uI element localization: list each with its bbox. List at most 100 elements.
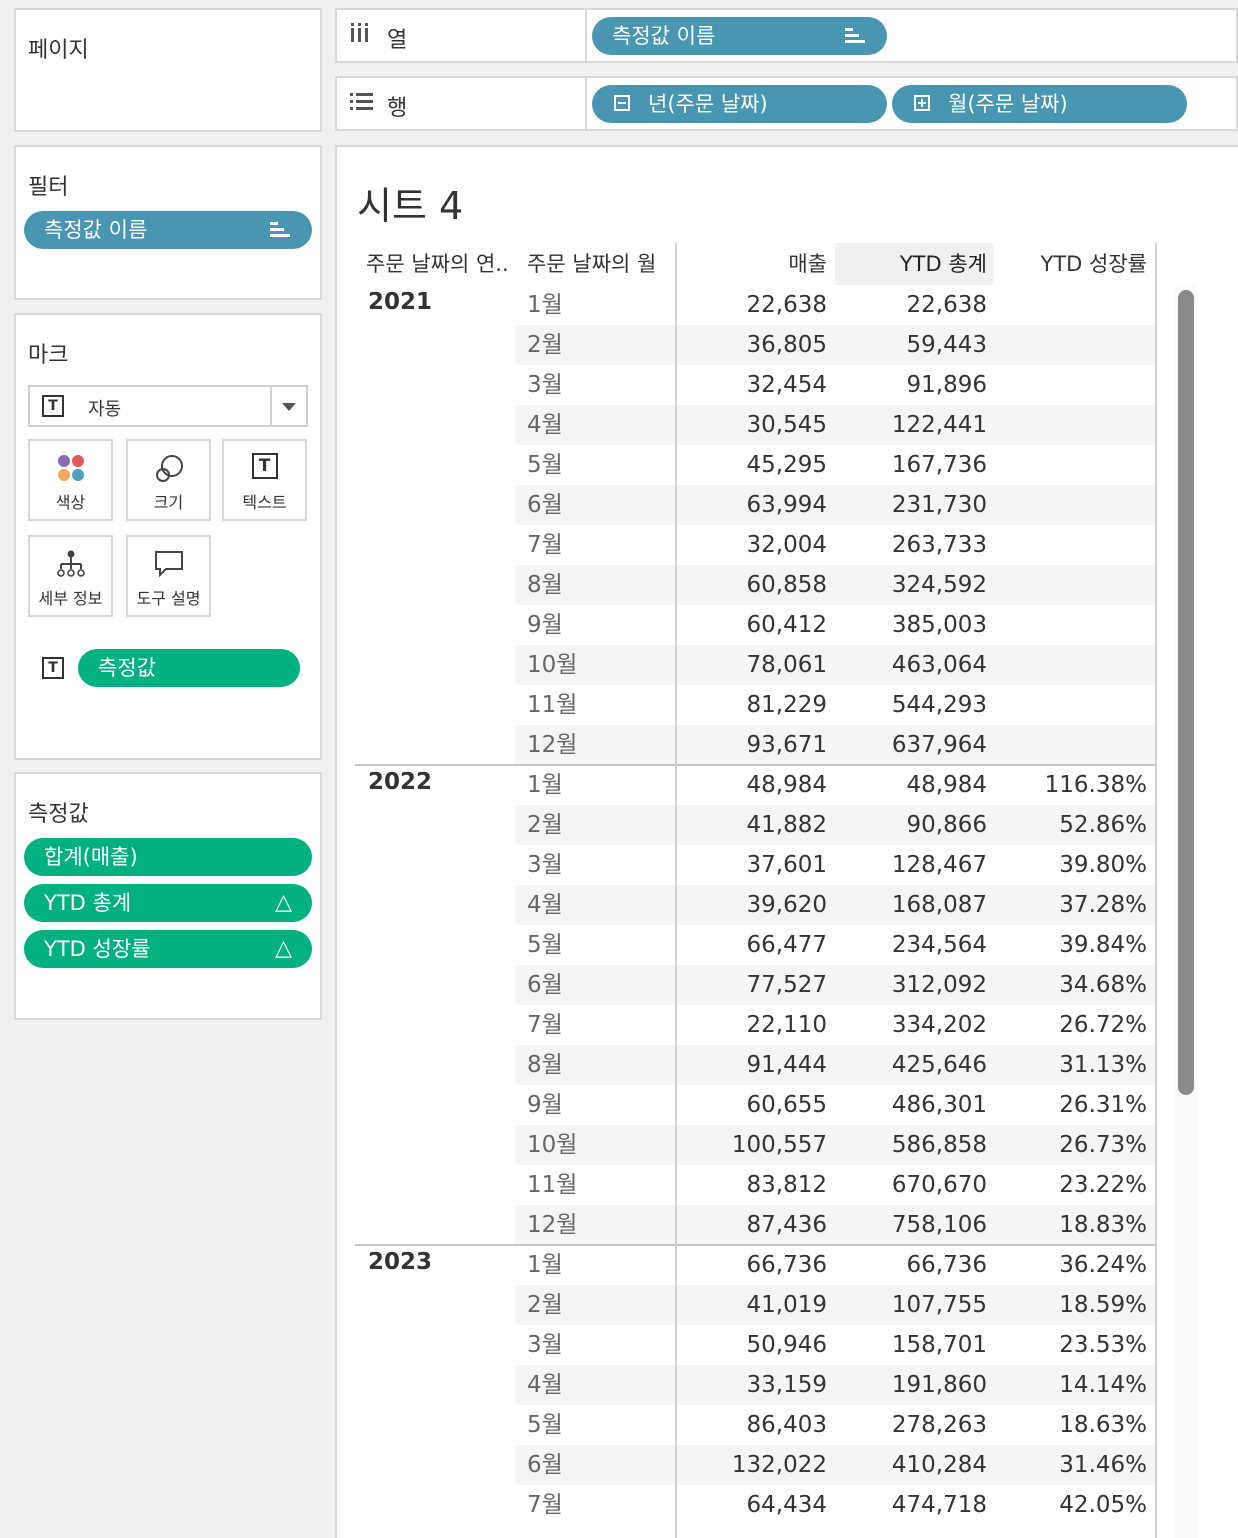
columns-pill-measure-names[interactable]: 측정값 이름 [592,17,887,55]
measure-pill-sum-sales[interactable]: 합계(매출) [24,838,312,876]
table-row[interactable]: 7월 64,434 474,718 42.05% [515,1485,1155,1525]
table-row[interactable]: 3월 37,601 128,467 39.80% [515,845,1155,885]
table-row[interactable]: 10월 78,061 463,064 [515,645,1155,685]
text-button[interactable]: T 텍스트 [222,439,307,521]
ytd-growth-cell: 18.59% [1059,1292,1147,1318]
tooltip-button[interactable]: 도구 설명 [126,535,211,617]
expand-icon[interactable] [914,95,930,111]
table-row[interactable]: 9월 60,412 385,003 [515,605,1155,645]
ytd-total-cell: 59,443 [906,332,987,358]
table-row[interactable]: 7월 32,004 263,733 [515,525,1155,565]
table-row[interactable]: 11월 81,229 544,293 [515,685,1155,725]
header-year[interactable]: 주문 날짜의 연.. [366,252,509,276]
header-ytd-total[interactable]: YTD 총계 [899,252,987,276]
sales-cell: 63,994 [746,492,827,518]
filter-pill-measure-names[interactable]: 측정값 이름 [24,211,312,249]
table-row[interactable]: 12월 87,436 758,106 18.83% [515,1205,1155,1245]
ytd-total-cell: 91,896 [906,372,987,398]
ytd-total-cell: 278,263 [891,1412,987,1438]
table-row[interactable]: 2월 41,882 90,866 52.86% [515,805,1155,845]
columns-shelf[interactable]: 열 측정값 이름 [335,8,1238,63]
table-row[interactable]: 8월 91,444 425,646 31.13% [515,1045,1155,1085]
ytd-growth-cell: 26.73% [1059,1132,1147,1158]
sales-cell: 39,620 [746,892,827,918]
month: 9월 [527,1092,563,1118]
text-mark-icon: T [42,395,64,417]
detail-button[interactable]: 세부 정보 [28,535,113,617]
table-row[interactable]: 9월 60,655 486,301 26.31% [515,1085,1155,1125]
ytd-total-cell: 324,592 [891,572,987,598]
table-row[interactable]: 3월 50,946 158,701 23.53% [515,1325,1155,1365]
ytd-growth-cell: 39.84% [1059,932,1147,958]
month: 6월 [527,972,563,998]
vertical-scrollbar[interactable] [1175,285,1197,1538]
columns-icon [349,22,371,50]
header-month[interactable]: 주문 날짜의 월 [527,252,657,276]
mark-type-dropdown[interactable]: T 자동 [28,385,308,427]
scrollbar-thumb[interactable] [1178,290,1194,1095]
table-row[interactable]: 7월 22,110 334,202 26.72% [515,1005,1155,1045]
collapse-icon[interactable] [614,95,630,111]
table-row[interactable]: 12월 93,671 637,964 [515,725,1155,765]
text-pill-measure-values[interactable]: 측정값 [78,649,300,687]
ytd-growth-cell: 36.24% [1059,1252,1147,1278]
measure-values-card[interactable]: 측정값 합계(매출) YTD 총계 △ YTD 성장률 △ [14,772,322,1020]
marks-card[interactable]: 마크 T 자동 색상 크기 T 텍스트 세부 정보 도구 설명 T 측정값 [14,313,322,760]
ytd-total-cell: 168,087 [891,892,987,918]
table-row[interactable]: 5월 45,295 167,736 [515,445,1155,485]
delta-icon: △ [275,936,292,961]
header-ytd-total-bg [835,243,993,285]
table-row[interactable]: 4월 33,159 191,860 14.14% [515,1365,1155,1405]
table-row[interactable]: 11월 83,812 670,670 23.22% [515,1165,1155,1205]
year-label[interactable]: 2021 [368,289,433,315]
table-row[interactable]: 2월 36,805 59,443 [515,325,1155,365]
table-row[interactable]: 3월 32,454 91,896 [515,365,1155,405]
sales-cell: 93,671 [746,732,827,758]
size-button[interactable]: 크기 [126,439,211,521]
table-row[interactable]: 6월 77,527 312,092 34.68% [515,965,1155,1005]
table-row[interactable]: 1월 22,638 22,638 [515,285,1155,325]
rows-pill-year[interactable]: 년(주문 날짜) [592,85,887,123]
table-row[interactable]: 5월 66,477 234,564 39.84% [515,925,1155,965]
ytd-total-cell: 167,736 [891,452,987,478]
table-row[interactable]: 5월 86,403 278,263 18.63% [515,1405,1155,1445]
table-row[interactable]: 8월 60,858 324,592 [515,565,1155,605]
table-row[interactable]: 1월 66,736 66,736 36.24% [515,1245,1155,1285]
sales-cell: 60,412 [746,612,827,638]
table-row[interactable]: 6월 132,022 410,284 31.46% [515,1445,1155,1485]
table-row[interactable]: 10월 100,557 586,858 26.73% [515,1125,1155,1165]
sales-cell: 66,736 [746,1252,827,1278]
size-label: 크기 [153,493,184,512]
month: 7월 [527,1012,563,1038]
table-row[interactable]: 2월 41,019 107,755 18.59% [515,1285,1155,1325]
month: 12월 [527,1212,578,1238]
table-row[interactable]: 6월 63,994 231,730 [515,485,1155,525]
sort-icon [845,28,865,44]
ytd-total-cell: 158,701 [891,1332,987,1358]
month: 5월 [527,1412,563,1438]
month: 3월 [527,852,563,878]
pages-card[interactable]: 페이지 [14,8,322,132]
header-ytd-growth[interactable]: YTD 성장률 [1040,252,1147,276]
color-button[interactable]: 색상 [28,439,113,521]
sales-cell: 81,229 [746,692,827,718]
table-row[interactable]: 4월 30,545 122,441 [515,405,1155,445]
rows-shelf[interactable]: 행 년(주문 날짜) 월(주문 날짜) [335,76,1238,131]
ytd-total-cell: 234,564 [891,932,987,958]
month: 1월 [527,292,563,318]
filters-card[interactable]: 필터 측정값 이름 [14,145,322,300]
month: 9월 [527,612,563,638]
measure-pill-ytd-growth[interactable]: YTD 성장률 △ [24,930,312,968]
ytd-total-cell: 90,866 [906,812,987,838]
text-label: 텍스트 [242,493,287,512]
measure-pill-ytd-total[interactable]: YTD 총계 △ [24,884,312,922]
header-sales[interactable]: 매출 [788,252,827,276]
year-label[interactable]: 2022 [368,769,433,795]
rows-pill-month[interactable]: 월(주문 날짜) [892,85,1187,123]
year-label[interactable]: 2023 [368,1249,433,1275]
worksheet-view[interactable]: 시트 4 주문 날짜의 연.. 주문 날짜의 월 매출 YTD 총계 YTD 성… [335,145,1238,1538]
sales-cell: 87,436 [746,1212,827,1238]
table-row[interactable]: 4월 39,620 168,087 37.28% [515,885,1155,925]
month-column-divider [675,285,677,1538]
table-row[interactable]: 1월 48,984 48,984 116.38% [515,765,1155,805]
